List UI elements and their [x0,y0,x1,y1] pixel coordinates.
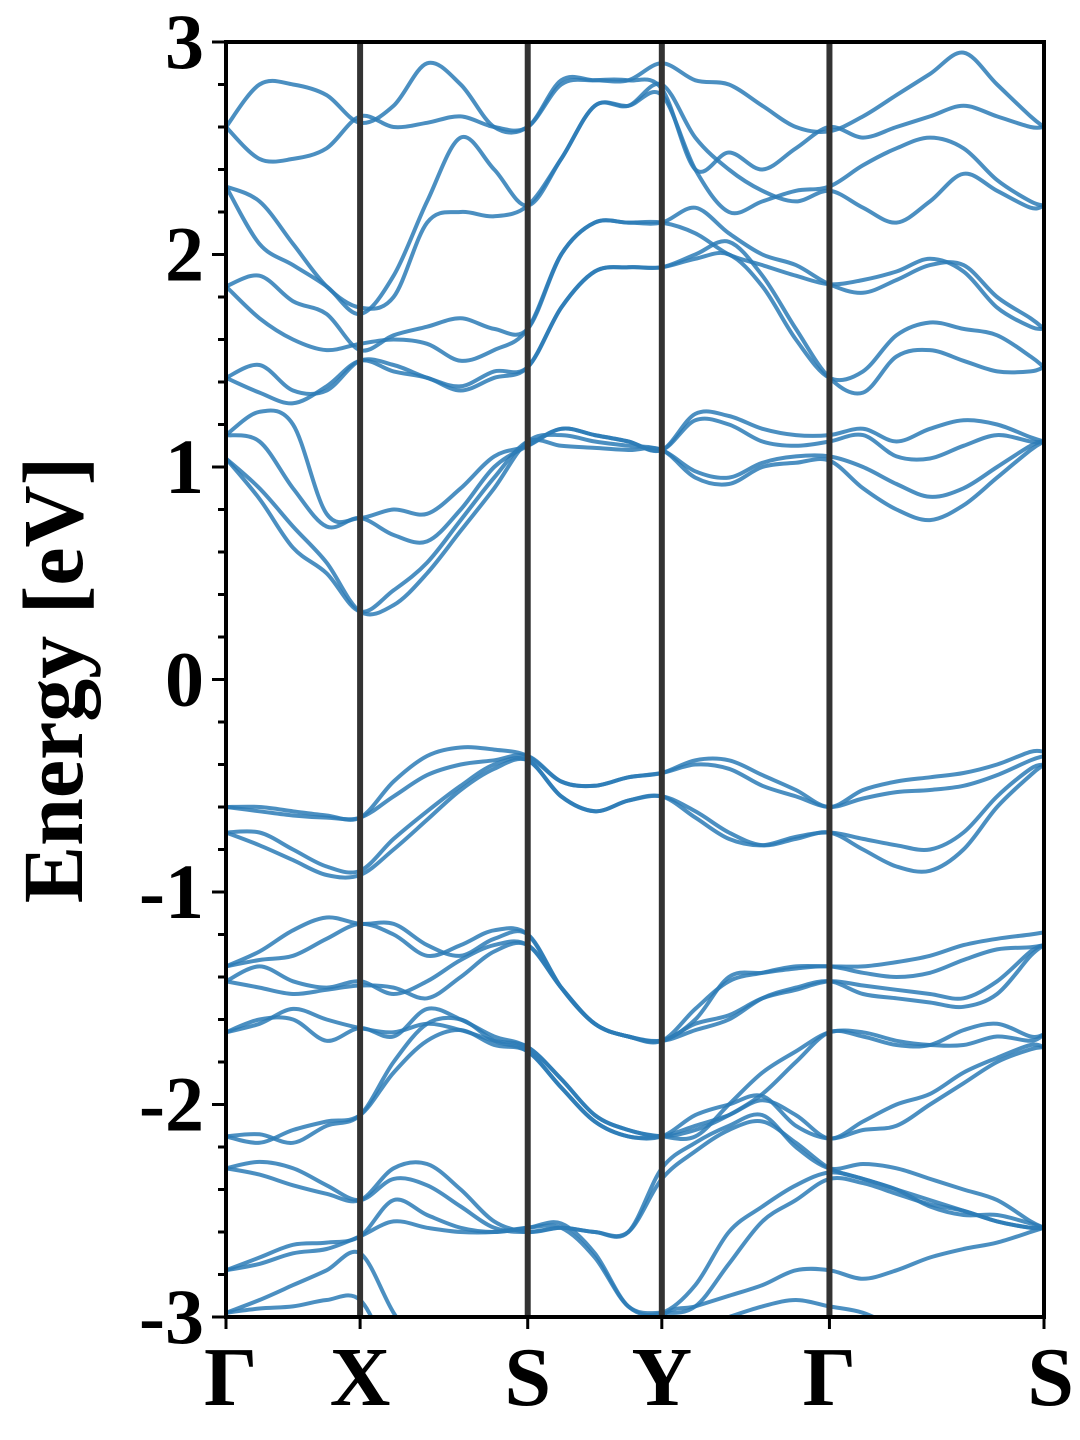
kpoint-label: Γ [803,1331,856,1424]
band-line [226,1293,879,1317]
band-line [226,81,1044,311]
band-lines [226,50,1044,1317]
band-line [226,752,1044,822]
band-line [226,1006,1044,1139]
band-line [226,437,1044,614]
high-symmetry-lines [357,42,833,1317]
y-axis-title: Energy [eV] [5,457,101,904]
y-tick-label: 0 [165,636,204,723]
band-line [226,218,1044,353]
kpoint-label: S [504,1331,551,1424]
y-tick-label: -2 [139,1061,204,1148]
band-line [226,1225,1044,1317]
y-tick-label: 2 [165,211,204,298]
kpoint-label: X [330,1331,391,1424]
band-line [226,416,1044,545]
y-tick-label: -1 [139,848,204,935]
band-line [226,239,1044,396]
kpoint-label: S [1027,1331,1074,1424]
band-line [226,90,1044,316]
y-tick-label: -3 [139,1273,204,1360]
kpoint-label: Γ [204,1331,257,1424]
y-tick-label: 1 [165,423,204,510]
band-line [226,408,1044,525]
kpoint-label: Y [631,1331,692,1424]
band-line [226,77,1044,174]
y-axis-ticks: -3 -2 -1 0 1 2 3 [139,0,226,1360]
band-line [226,250,1044,406]
plot-frame [224,40,1046,1319]
band-line [226,745,1044,822]
band-line [226,432,1044,617]
y-tick-label: 3 [165,0,204,85]
